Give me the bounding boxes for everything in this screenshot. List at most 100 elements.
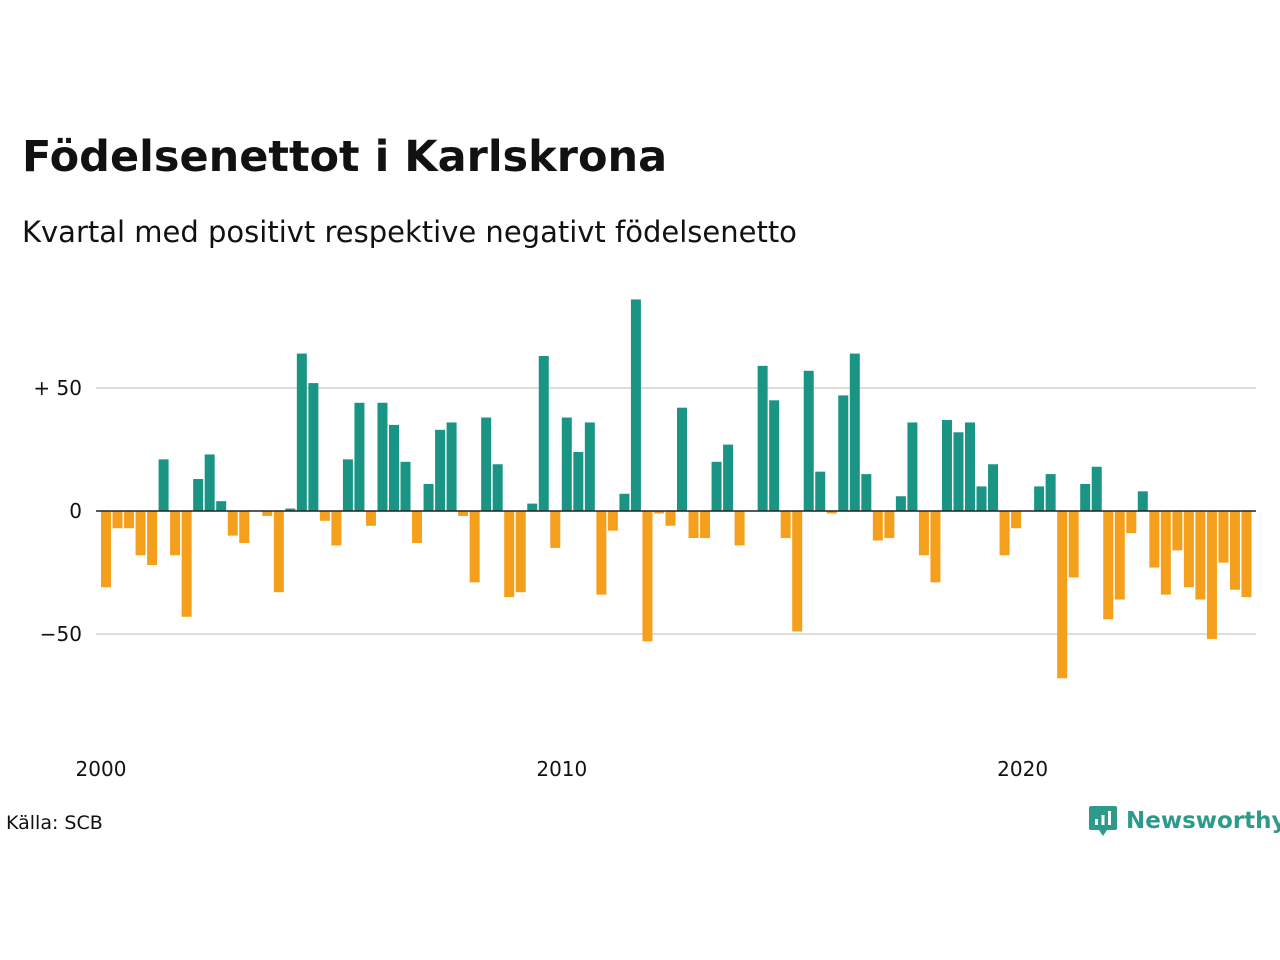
bar-positive xyxy=(619,493,630,511)
bar-negative xyxy=(734,511,745,546)
bar-chart: + 50 0 −50 2000 2010 2020 xyxy=(33,299,1256,781)
bar-positive xyxy=(769,400,780,511)
y-tick-label: + 50 xyxy=(33,376,82,400)
x-tick-label: 2000 xyxy=(76,757,127,781)
bar-positive xyxy=(204,454,215,511)
bar-layer xyxy=(101,299,1252,679)
bar-negative xyxy=(1011,511,1022,529)
bar-negative xyxy=(930,511,941,583)
chart-subtitle: Kvartal med positivt respektive negativt… xyxy=(22,215,797,249)
bar-positive xyxy=(849,353,860,511)
bar-positive xyxy=(561,417,572,511)
bar-positive xyxy=(435,429,446,511)
bar-positive xyxy=(1045,474,1056,511)
bar-negative xyxy=(665,511,676,526)
bar-positive xyxy=(1137,491,1148,511)
bar-negative xyxy=(515,511,526,593)
bar-positive xyxy=(895,496,906,511)
bar-negative xyxy=(1068,511,1079,578)
bar-positive xyxy=(723,444,734,511)
bar-negative xyxy=(1206,511,1217,639)
bar-negative xyxy=(872,511,883,541)
x-tick-label: 2010 xyxy=(536,757,587,781)
bar-negative xyxy=(469,511,480,583)
bar-negative xyxy=(239,511,250,543)
bar-negative xyxy=(504,511,515,598)
bar-negative xyxy=(1103,511,1114,620)
bar-negative xyxy=(412,511,423,543)
bar-positive xyxy=(538,356,549,511)
bar-positive xyxy=(803,370,814,511)
bar-negative xyxy=(1057,511,1068,679)
bar-negative xyxy=(1114,511,1125,600)
bar-negative xyxy=(884,511,895,539)
bar-negative xyxy=(1149,511,1160,568)
bar-negative xyxy=(1195,511,1206,600)
bar-negative xyxy=(792,511,803,632)
x-tick-label: 2020 xyxy=(997,757,1048,781)
y-tick-label: 0 xyxy=(69,499,82,523)
bar-positive xyxy=(400,461,411,511)
chart-title: Födelsenettot i Karlskrona xyxy=(22,132,668,182)
newsworthy-logo-icon xyxy=(1089,806,1117,836)
bar-positive xyxy=(861,474,872,511)
bar-positive xyxy=(158,459,169,511)
bar-negative xyxy=(780,511,791,539)
bar-positive xyxy=(354,402,365,511)
bar-negative xyxy=(227,511,238,536)
bar-positive xyxy=(423,483,434,511)
bar-negative xyxy=(135,511,146,556)
bar-negative xyxy=(124,511,135,529)
bar-positive xyxy=(481,417,492,511)
bar-negative xyxy=(653,511,664,514)
bar-negative xyxy=(365,511,376,526)
bar-positive xyxy=(492,464,503,511)
bar-positive xyxy=(342,459,353,511)
brand-logo: Newsworthy xyxy=(1088,804,1280,838)
bar-positive xyxy=(941,419,952,511)
bar-positive xyxy=(193,479,204,511)
bar-negative xyxy=(642,511,653,642)
bar-positive xyxy=(1080,483,1091,511)
source-note: Källa: SCB xyxy=(6,812,103,834)
bar-negative xyxy=(826,511,837,514)
bar-negative xyxy=(331,511,342,546)
bar-negative xyxy=(147,511,158,566)
bar-negative xyxy=(1229,511,1240,590)
bar-negative xyxy=(1126,511,1137,534)
axis-layer: + 50 0 −50 2000 2010 2020 xyxy=(33,376,1256,781)
bar-negative xyxy=(1172,511,1183,551)
bar-positive xyxy=(308,383,319,511)
bar-negative xyxy=(550,511,561,548)
bar-negative xyxy=(1183,511,1194,588)
bar-positive xyxy=(296,353,307,511)
bar-positive xyxy=(953,432,964,511)
bar-positive xyxy=(446,422,457,511)
bar-positive xyxy=(711,461,722,511)
bar-positive xyxy=(1091,466,1102,511)
bar-negative xyxy=(607,511,618,531)
bar-negative xyxy=(112,511,123,529)
bar-negative xyxy=(101,511,111,588)
bar-negative xyxy=(1241,511,1252,598)
bar-negative xyxy=(700,511,711,539)
bar-negative xyxy=(1218,511,1229,563)
bar-positive xyxy=(907,422,918,511)
bar-positive xyxy=(389,424,399,511)
bar-negative xyxy=(262,511,273,516)
y-tick-label: −50 xyxy=(40,622,82,646)
bar-positive xyxy=(584,422,595,511)
bar-positive xyxy=(976,486,987,511)
bar-positive xyxy=(1034,486,1045,511)
bar-negative xyxy=(999,511,1010,556)
bar-negative xyxy=(170,511,181,556)
bar-negative xyxy=(458,511,469,516)
bar-negative xyxy=(273,511,284,593)
bar-negative xyxy=(1160,511,1171,595)
bar-negative xyxy=(319,511,330,521)
bar-positive xyxy=(630,299,641,511)
bar-positive xyxy=(965,422,975,511)
bar-positive xyxy=(988,464,999,511)
bar-positive xyxy=(573,451,584,511)
bar-negative xyxy=(596,511,607,595)
